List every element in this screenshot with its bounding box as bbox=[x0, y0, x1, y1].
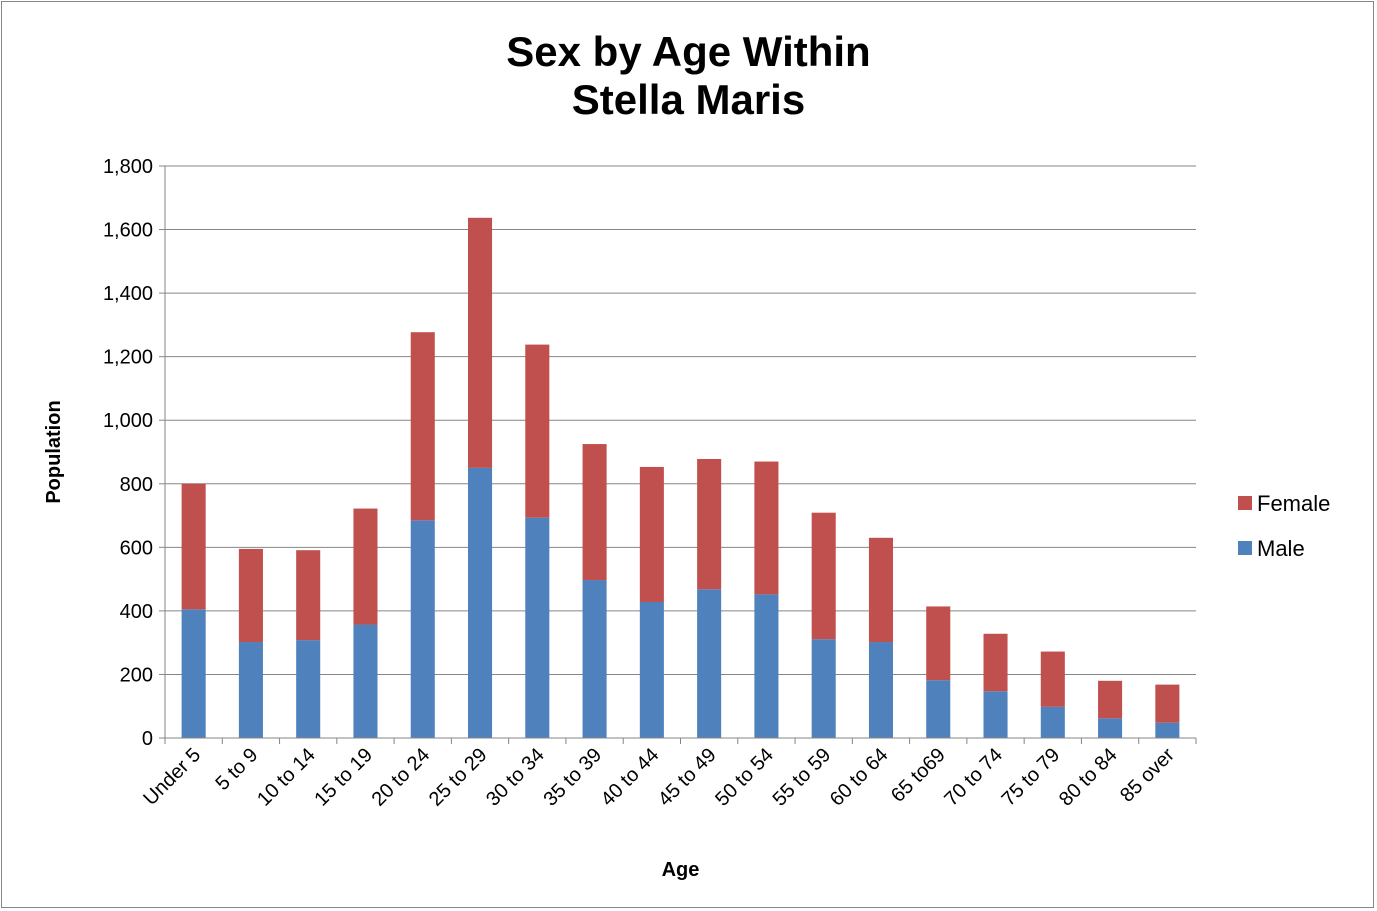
bar-female-35-to-39 bbox=[582, 444, 607, 581]
x-tick-label: 55 to 59 bbox=[769, 744, 836, 811]
x-tick-label: 85 over bbox=[1116, 744, 1179, 807]
bar-female-60-to-64 bbox=[868, 537, 894, 643]
x-tick-label: 5 to 9 bbox=[212, 744, 263, 795]
legend-label-male: Male bbox=[1257, 536, 1305, 561]
bar-male-20-to-24 bbox=[410, 520, 435, 738]
bar-female-10-to-14 bbox=[296, 550, 321, 641]
x-axis-title: Age bbox=[662, 859, 700, 881]
x-tick-label: 20 to 24 bbox=[368, 744, 435, 811]
y-tick-label: 1,200 bbox=[103, 347, 153, 369]
bar-female-30-to-34 bbox=[525, 344, 550, 518]
bar-female-80-to-84 bbox=[1098, 680, 1123, 719]
bar-male-5-to-9 bbox=[238, 642, 263, 738]
bar-female-65-to69 bbox=[926, 606, 951, 681]
legend-label-female: Female bbox=[1257, 491, 1330, 516]
bar-male-45-to-49 bbox=[697, 589, 722, 738]
bar-female-85-over bbox=[1155, 684, 1180, 723]
legend-swatch-female bbox=[1238, 496, 1252, 510]
y-tick-label: 200 bbox=[120, 664, 153, 686]
bar-male-60-to-64 bbox=[868, 642, 894, 738]
bar-male-80-to-84 bbox=[1098, 718, 1123, 738]
x-tick-label: 25 to 29 bbox=[425, 744, 492, 811]
chart-title-line-1: Sex by Age Within bbox=[506, 28, 871, 75]
x-tick-label: 30 to 34 bbox=[482, 744, 549, 811]
x-tick-label: 65 to69 bbox=[887, 744, 950, 807]
x-tick-label: 50 to 54 bbox=[711, 744, 778, 811]
legend-swatch-male bbox=[1238, 541, 1252, 555]
bar-male-15-to-19 bbox=[353, 624, 378, 738]
y-tick-labels: 0 200 400 600 800 1,000 1,200 1,400 1,600 1,800 bbox=[103, 156, 153, 750]
bar-male-65-to69 bbox=[926, 680, 951, 738]
y-tick-label: 1,800 bbox=[103, 156, 153, 178]
x-tick-label: 70 to 74 bbox=[940, 744, 1007, 811]
bar-male-85-over bbox=[1155, 722, 1180, 738]
bar-female-55-to-59 bbox=[811, 512, 836, 640]
bars bbox=[181, 217, 1180, 738]
x-tick-label: 10 to 14 bbox=[253, 744, 320, 811]
x-tick-label: Under 5 bbox=[139, 744, 205, 810]
bar-male-50-to-54 bbox=[754, 594, 779, 738]
x-tick-label: 60 to 64 bbox=[826, 744, 893, 811]
bar-female-5-to-9 bbox=[238, 548, 263, 643]
bar-female-15-to-19 bbox=[353, 508, 378, 625]
y-axis-title: Population bbox=[43, 400, 65, 503]
x-tick-label: 15 to 19 bbox=[310, 744, 377, 811]
y-tick-label: 600 bbox=[120, 537, 153, 559]
bar-female-45-to-49 bbox=[697, 458, 722, 590]
y-tick-label: 1,000 bbox=[103, 410, 153, 432]
y-tick-label: 1,600 bbox=[103, 220, 153, 242]
y-tick-label: 800 bbox=[120, 474, 153, 496]
bar-female-25-to-29 bbox=[467, 217, 493, 468]
bar-male-40-to-44 bbox=[639, 601, 664, 738]
x-tick-label: 35 to 39 bbox=[539, 744, 606, 811]
bar-male-55-to-59 bbox=[811, 639, 836, 738]
gridlines bbox=[165, 165, 1196, 675]
axes bbox=[159, 165, 1197, 744]
bar-male-25-to-29 bbox=[467, 467, 493, 738]
chart-title-line-2: Stella Maris bbox=[571, 76, 806, 123]
x-tick-label: 45 to 49 bbox=[654, 744, 721, 811]
bar-male-30-to-34 bbox=[525, 517, 550, 738]
y-tick-label: 400 bbox=[120, 601, 153, 623]
x-tick-label: 75 to 79 bbox=[998, 744, 1065, 811]
bar-female-70-to-74 bbox=[983, 633, 1008, 692]
y-tick-label: 1,400 bbox=[103, 283, 153, 305]
chart-title: Sex by Age Within Stella Maris bbox=[0, 28, 1377, 124]
x-tick-label: 40 to 44 bbox=[597, 744, 664, 811]
bar-male-10-to-14 bbox=[296, 640, 321, 738]
bar-male-75-to-79 bbox=[1040, 706, 1065, 738]
bar-female-under-5 bbox=[181, 483, 206, 610]
legend: Female Male bbox=[1238, 491, 1330, 561]
bar-male-under-5 bbox=[181, 609, 206, 738]
bar-male-70-to-74 bbox=[983, 691, 1008, 738]
y-tick-label: 0 bbox=[142, 728, 153, 750]
bar-female-75-to-79 bbox=[1040, 651, 1065, 707]
x-tick-label: 80 to 84 bbox=[1055, 744, 1122, 811]
bar-female-40-to-44 bbox=[639, 466, 664, 602]
bar-male-35-to-39 bbox=[582, 580, 607, 738]
bar-female-20-to-24 bbox=[410, 332, 435, 521]
bar-female-50-to-54 bbox=[754, 461, 779, 595]
